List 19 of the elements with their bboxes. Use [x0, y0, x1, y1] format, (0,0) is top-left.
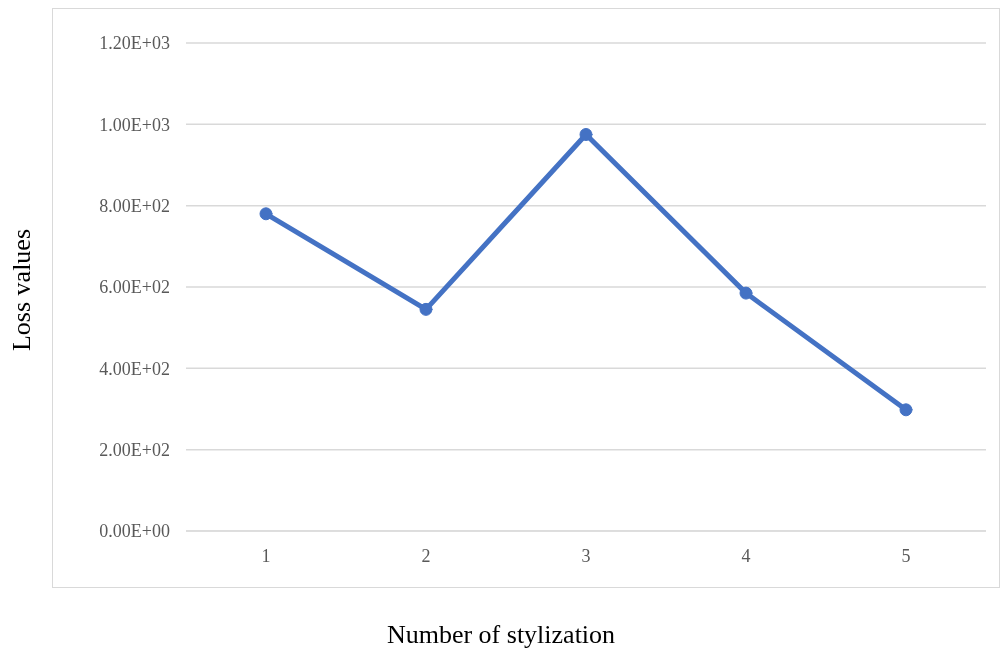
y-tick-label: 2.00E+02 — [99, 440, 170, 461]
y-axis-title: Loss values — [7, 228, 37, 352]
x-tick-label: 2 — [421, 545, 431, 566]
point — [739, 286, 753, 300]
point — [579, 128, 593, 141]
x-axis-title: Number of stylization — [385, 620, 617, 650]
x-tick-label: 1 — [261, 545, 271, 566]
x-tick-label: 5 — [901, 545, 911, 566]
y-tick-label: 1.20E+03 — [99, 33, 170, 54]
y-tick-label: 8.00E+02 — [99, 196, 170, 217]
x-tick-label: 4 — [741, 545, 751, 566]
y-tick-label: 4.00E+02 — [99, 358, 170, 379]
point — [899, 403, 913, 417]
y-tick-label: 6.00E+02 — [99, 277, 170, 298]
point — [259, 207, 273, 221]
point — [419, 302, 433, 316]
y-tick-label: 0.00E+00 — [99, 521, 170, 542]
y-tick-label: 1.00E+03 — [99, 114, 170, 135]
x-tick-label: 3 — [581, 545, 591, 566]
